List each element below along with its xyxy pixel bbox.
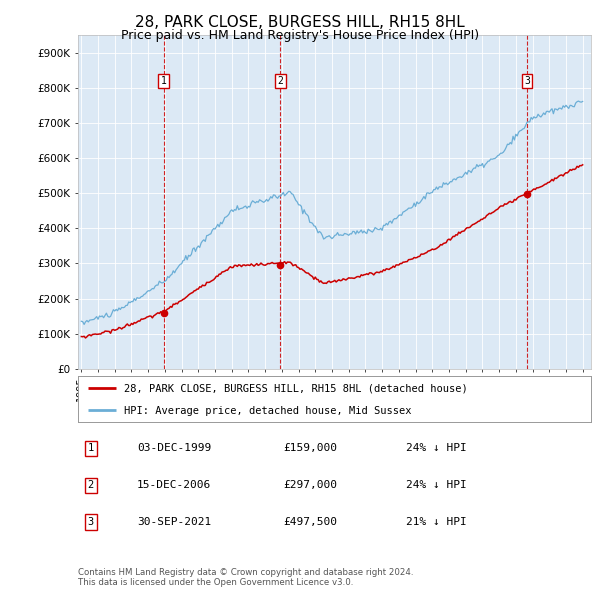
Text: 28, PARK CLOSE, BURGESS HILL, RH15 8HL (detached house): 28, PARK CLOSE, BURGESS HILL, RH15 8HL (…	[124, 384, 468, 394]
Text: Price paid vs. HM Land Registry's House Price Index (HPI): Price paid vs. HM Land Registry's House …	[121, 30, 479, 42]
Text: 2: 2	[88, 480, 94, 490]
Text: 21% ↓ HPI: 21% ↓ HPI	[406, 517, 467, 527]
Text: 3: 3	[88, 517, 94, 527]
Text: £497,500: £497,500	[283, 517, 337, 527]
Text: Contains HM Land Registry data © Crown copyright and database right 2024.
This d: Contains HM Land Registry data © Crown c…	[78, 568, 413, 587]
Text: 03-DEC-1999: 03-DEC-1999	[137, 444, 211, 454]
Text: 3: 3	[524, 76, 530, 86]
Text: 2: 2	[278, 76, 283, 86]
Text: 1: 1	[88, 444, 94, 454]
Text: 15-DEC-2006: 15-DEC-2006	[137, 480, 211, 490]
Text: HPI: Average price, detached house, Mid Sussex: HPI: Average price, detached house, Mid …	[124, 406, 412, 416]
Text: 1: 1	[161, 76, 166, 86]
Text: 24% ↓ HPI: 24% ↓ HPI	[406, 444, 467, 454]
Text: £159,000: £159,000	[283, 444, 337, 454]
Text: 30-SEP-2021: 30-SEP-2021	[137, 517, 211, 527]
Text: 28, PARK CLOSE, BURGESS HILL, RH15 8HL: 28, PARK CLOSE, BURGESS HILL, RH15 8HL	[135, 15, 465, 30]
Text: 24% ↓ HPI: 24% ↓ HPI	[406, 480, 467, 490]
Text: £297,000: £297,000	[283, 480, 337, 490]
